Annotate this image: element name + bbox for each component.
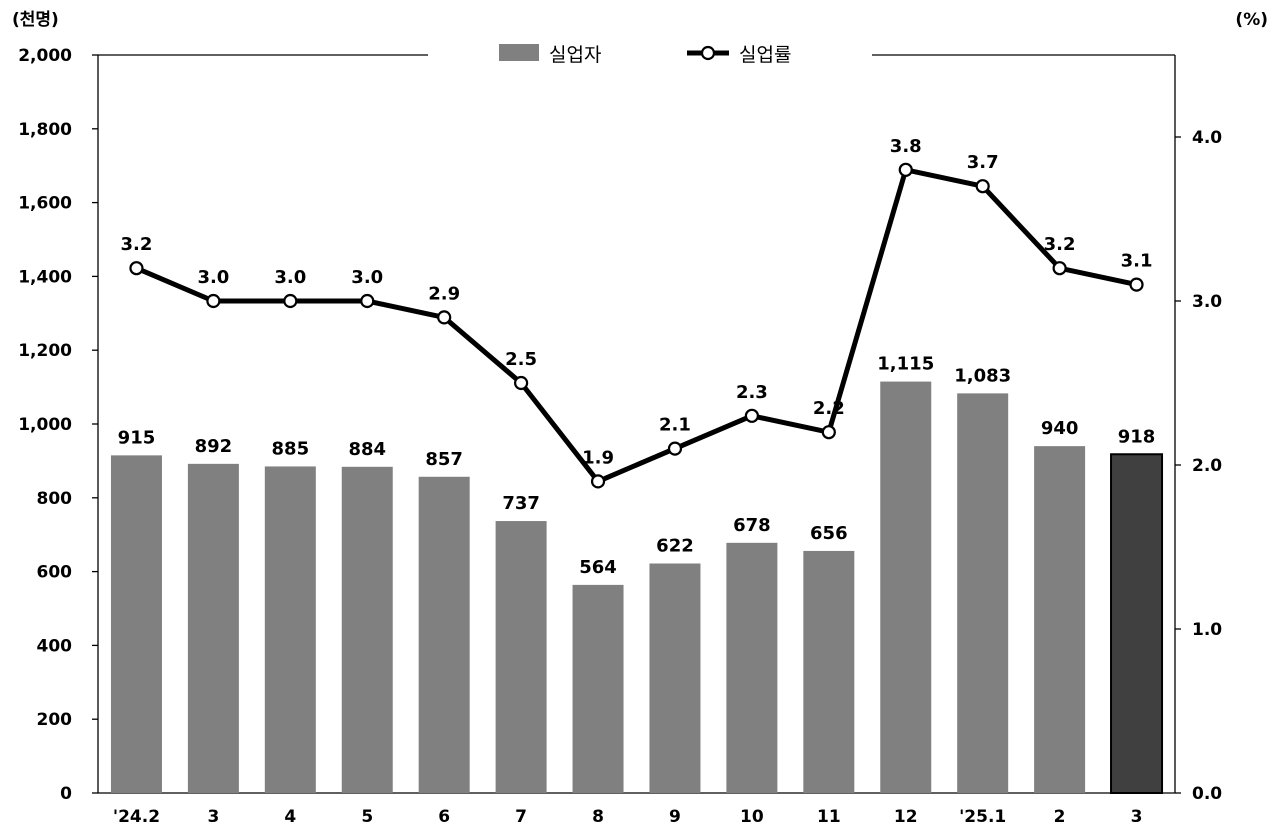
line-point	[744, 408, 759, 423]
bar-series	[110, 381, 1164, 794]
bar-value-label: 1,083	[954, 365, 1011, 386]
legend-bar-swatch	[499, 44, 539, 61]
line-point	[667, 441, 683, 456]
bar	[495, 521, 547, 793]
bar	[572, 584, 624, 793]
line-point	[898, 162, 913, 177]
x-tick-label: 10	[740, 807, 764, 827]
x-tick-label: 2	[1054, 807, 1066, 827]
y-left-tick-label: 2,000	[18, 46, 72, 66]
rate-line	[135, 167, 1138, 484]
line-point	[590, 474, 606, 489]
bar-value-label: 656	[810, 523, 848, 544]
bar	[341, 466, 393, 793]
line-value-label: 3.0	[274, 267, 306, 288]
line-point	[283, 293, 298, 309]
line-point	[437, 310, 452, 325]
line-point	[1052, 261, 1067, 276]
bar	[803, 550, 855, 793]
bar-value-label: 564	[579, 557, 617, 578]
bar	[110, 455, 162, 793]
legend-bar-label: 실업자	[549, 44, 601, 66]
line-point	[206, 293, 221, 309]
y-left-tick-label: 0	[60, 784, 72, 804]
y-left-tick-label: 200	[37, 710, 73, 730]
bar-value-label: 918	[1118, 426, 1156, 447]
bar-value-label: 892	[195, 436, 233, 457]
x-tick-label: 9	[669, 807, 681, 827]
bar	[418, 476, 470, 793]
line-point	[1129, 277, 1144, 292]
line-value-label: 2.1	[659, 415, 691, 436]
bar	[880, 381, 932, 793]
bar	[1110, 453, 1164, 794]
y-left-tick-label: 600	[37, 563, 73, 583]
x-tick-label: 12	[894, 807, 918, 827]
legend: 실업자 실업률	[499, 44, 791, 66]
bar-value-label: 857	[425, 449, 463, 470]
bar	[1034, 446, 1086, 793]
line-value-label: 1.9	[582, 447, 614, 468]
y-right-tick-label: 0.0	[1192, 784, 1222, 804]
y-left-tick-label: 1,800	[18, 120, 72, 140]
x-tick-label: 11	[817, 807, 841, 827]
axes: 0 200 400 600 800 1,000 1,200 1,400 1,600 1,800 2,…	[12, 10, 1268, 827]
line-series	[129, 162, 1144, 489]
line-value-label: 3.8	[890, 136, 922, 157]
bar-value-label: 940	[1041, 418, 1079, 439]
line-value-label: 2.3	[736, 382, 768, 403]
bar-value-label: 622	[656, 535, 694, 556]
x-tick-label: 8	[592, 807, 604, 827]
y-left-tick-label: 400	[37, 636, 73, 656]
data-labels: 915 892 885 884 857 737 564 622 678 656 1,115 1,083…	[118, 136, 1156, 578]
line-value-label: 3.2	[121, 234, 153, 255]
line-value-label: 3.7	[967, 152, 999, 173]
y-left-tick-label: 1,000	[18, 415, 72, 435]
y-right-tick-label: 2.0	[1192, 456, 1222, 476]
bar	[264, 466, 316, 793]
x-tick-label: '24.2	[113, 807, 160, 827]
line-value-label: 3.0	[197, 267, 229, 288]
bar-value-label: 885	[272, 438, 310, 459]
x-tick-label: 3	[1131, 807, 1143, 827]
legend-line-label: 실업률	[739, 44, 791, 66]
line-value-label: 3.1	[1121, 251, 1153, 272]
x-tick-label: 7	[515, 807, 527, 827]
line-point	[360, 293, 375, 309]
y-left-tick-label: 1,400	[18, 267, 72, 287]
bar-value-label: 737	[502, 493, 540, 514]
y-right-tick-label: 3.0	[1192, 292, 1222, 312]
bar-value-label: 884	[348, 439, 386, 460]
y-left-tick-label: 800	[37, 489, 73, 509]
y-right-unit-label: (%)	[1235, 10, 1268, 30]
line-value-label: 2.5	[505, 349, 537, 370]
line-value-label: 2.9	[428, 283, 460, 304]
line-value-label: 3.2	[1044, 234, 1076, 255]
line-point	[129, 261, 144, 276]
legend-line-marker	[700, 45, 716, 61]
bar	[726, 542, 778, 793]
x-tick-label: 6	[438, 807, 450, 827]
bar	[649, 563, 701, 793]
bar-value-label: 915	[118, 427, 156, 448]
line-point	[821, 425, 836, 440]
x-tick-label: 3	[207, 807, 219, 827]
line-value-label: 3.0	[351, 267, 383, 288]
line-point	[514, 375, 529, 391]
bar	[957, 393, 1009, 793]
y-right-tick-label: 1.0	[1192, 620, 1222, 640]
bar-value-label: 1,115	[877, 354, 934, 375]
line-value-label: 2.2	[813, 398, 845, 419]
x-tick-label: 5	[361, 807, 373, 827]
y-left-tick-label: 1,600	[18, 194, 72, 214]
x-tick-label: '25.1	[959, 807, 1006, 827]
y-right-tick-label: 4.0	[1192, 128, 1222, 148]
x-tick-label: 4	[284, 807, 296, 827]
bar	[187, 463, 239, 793]
y-left-tick-label: 1,200	[18, 341, 72, 361]
bar-value-label: 678	[733, 515, 771, 536]
y-left-unit-label: (천명)	[12, 10, 59, 30]
line-point	[975, 179, 990, 194]
